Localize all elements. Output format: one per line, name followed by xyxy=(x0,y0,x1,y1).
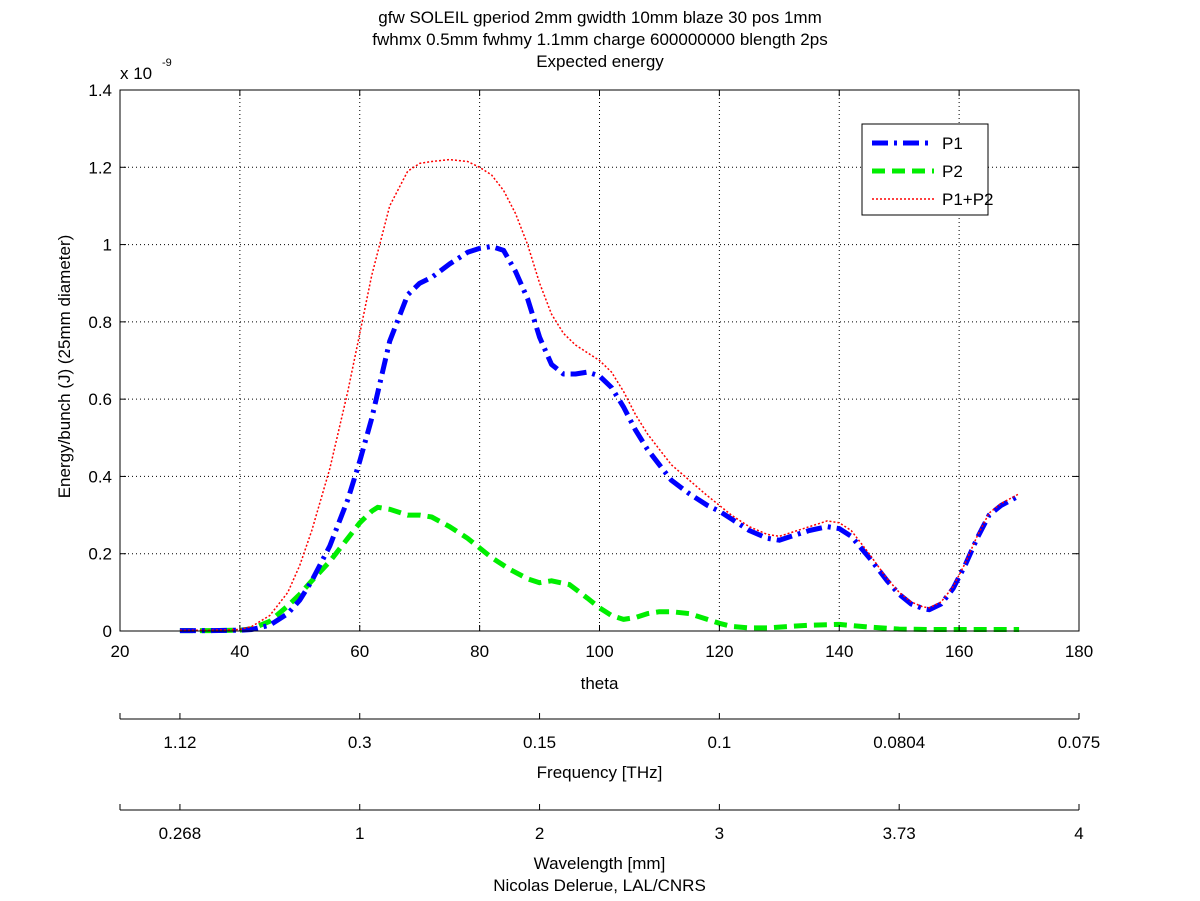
x-tick-label: 140 xyxy=(825,642,853,661)
secondary-tick-label: 3.73 xyxy=(883,824,916,843)
x-tick-label: 100 xyxy=(585,642,613,661)
title-line: fwhmx 0.5mm fwhmy 1.1mm charge 600000000… xyxy=(372,30,827,49)
exponent-base: x 10 xyxy=(120,64,152,83)
x-tick-label: 120 xyxy=(705,642,733,661)
title-line: Expected energy xyxy=(536,52,664,71)
secondary-tick-label: 0.1 xyxy=(708,733,732,752)
y-tick-label: 0.4 xyxy=(88,467,112,486)
secondary-tick-label: 1 xyxy=(355,824,364,843)
secondary-tick-label: 1.12 xyxy=(163,733,196,752)
series-line-p1-p2 xyxy=(179,158,1020,631)
secondary-tick-label: 4 xyxy=(1074,824,1083,843)
x-tick-label: 80 xyxy=(470,642,489,661)
x-tick-label: 60 xyxy=(350,642,369,661)
x-tick-label: 40 xyxy=(230,642,249,661)
x-tick-label: 20 xyxy=(111,642,130,661)
secondary-tick-label: 0.15 xyxy=(523,733,556,752)
series-lines xyxy=(179,158,1021,634)
credit-text: Nicolas Delerue, LAL/CNRS xyxy=(493,876,706,895)
x-tick-label: 160 xyxy=(945,642,973,661)
legend: P1 P2 P1+P2 xyxy=(861,123,994,216)
y-tick-label: 1.2 xyxy=(88,158,112,177)
x-tick-label: 180 xyxy=(1065,642,1093,661)
secondary-tick-label: 3 xyxy=(715,824,724,843)
y-axis-exponent: x 10 -9 xyxy=(120,57,172,83)
y-tick-label: 0 xyxy=(103,622,112,641)
secondary-tick-label: 0.0804 xyxy=(873,733,925,752)
secondary-axis-label: Wavelength [mm] xyxy=(534,854,666,873)
exponent-power: -9 xyxy=(162,57,172,69)
legend-label: P1 xyxy=(942,134,963,153)
y-tick-label: 0.2 xyxy=(88,545,112,564)
x-axis-label: theta xyxy=(581,674,619,693)
series-line-p1 xyxy=(179,244,1021,634)
secondary-axis-label: Frequency [THz] xyxy=(537,763,663,782)
y-tick-label: 1 xyxy=(103,236,112,255)
secondary-tick-label: 2 xyxy=(535,824,544,843)
series-line-p2 xyxy=(179,504,1020,634)
chart-title: gfw SOLEIL gperiod 2mm gwidth 10mm blaze… xyxy=(372,8,827,71)
secondary-tick-label: 0.268 xyxy=(159,824,202,843)
secondary-tick-label: 0.3 xyxy=(348,733,372,752)
y-tick-label: 0.8 xyxy=(88,313,112,332)
legend-label: P1+P2 xyxy=(942,190,994,209)
x-axis-ticks: 20 40 60 80 100 120 140 160 180 xyxy=(111,90,1093,661)
y-tick-label: 1.4 xyxy=(88,81,112,100)
y-axis-ticks: 0 0.2 0.4 0.6 0.8 1 1.2 1.4 xyxy=(88,81,1079,641)
title-line: gfw SOLEIL gperiod 2mm gwidth 10mm blaze… xyxy=(378,8,821,27)
legend-label: P2 xyxy=(942,162,963,181)
secondary-axes: 1.12 0.3 0.15 0.1 0.0804 0.075 Frequency [THz]… xyxy=(119,713,1101,873)
secondary-tick-label: 0.075 xyxy=(1058,733,1101,752)
y-tick-label: 0.6 xyxy=(88,390,112,409)
y-axis-label: Energy/bunch (J) (25mm diameter) xyxy=(55,235,74,499)
